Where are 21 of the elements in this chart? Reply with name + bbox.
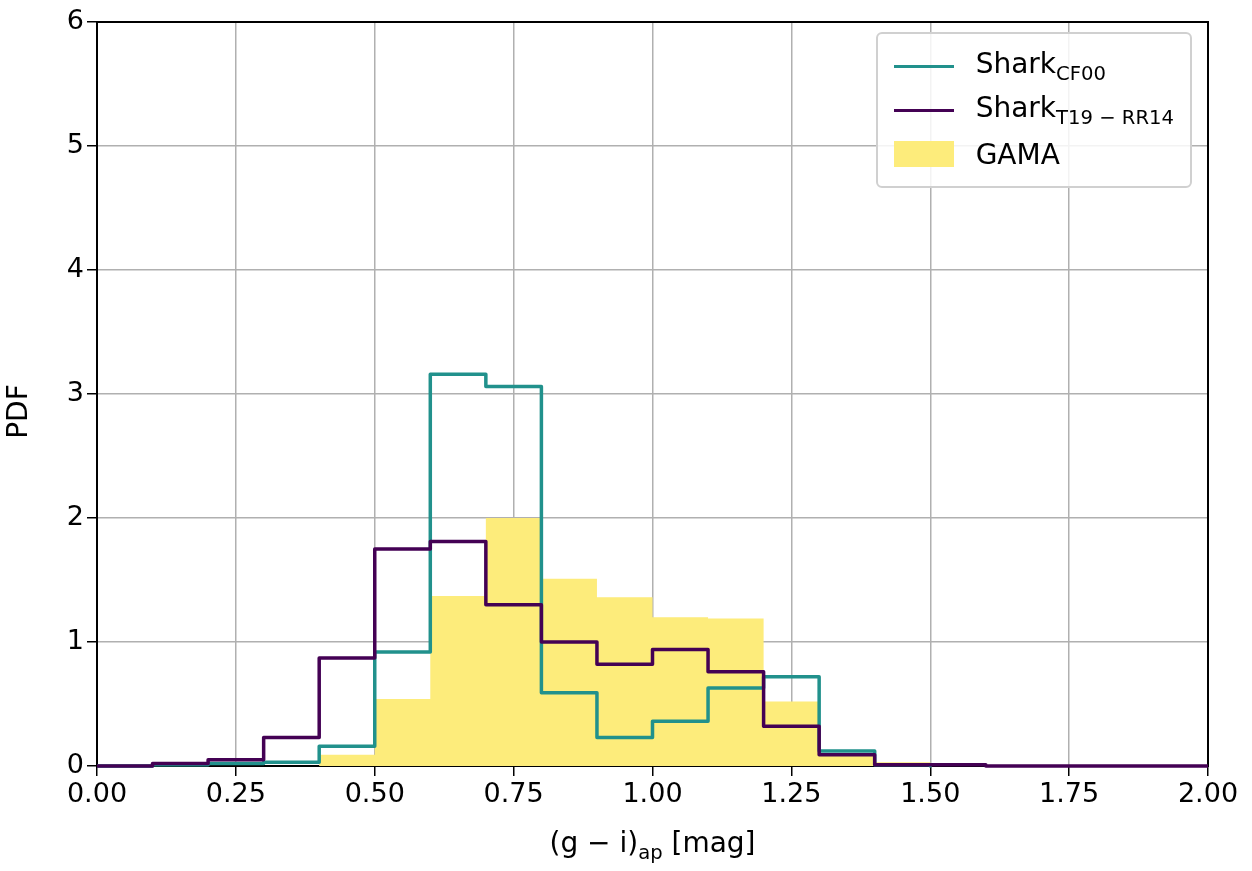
x-tick-label: 1.25 xyxy=(761,777,822,809)
legend-label: Shark$_{T19 − RR14}$ xyxy=(975,91,1174,129)
x-tick-label: 0.25 xyxy=(205,777,266,809)
y-tick-label: 0 xyxy=(66,748,84,780)
x-tick-label: 1.50 xyxy=(900,777,961,809)
x-tick-label: 0.75 xyxy=(483,777,544,809)
y-tick-label: 6 xyxy=(66,4,84,36)
y-tick-label: 1 xyxy=(66,624,84,656)
y-axis-title: PDF xyxy=(0,384,34,439)
x-tick-label: 1.00 xyxy=(622,777,683,809)
y-tick-label: 3 xyxy=(66,376,84,408)
x-tick-label: 1.75 xyxy=(1039,777,1100,809)
y-tick-label: 2 xyxy=(66,500,84,532)
y-tick-label: 5 xyxy=(66,128,84,160)
x-tick-label: 2.00 xyxy=(1177,777,1239,809)
x-tick-label: 0.50 xyxy=(344,777,405,809)
x-axis-title: (g − i)$_{ap}$ [mag] xyxy=(548,826,757,864)
x-tick-label: 0.00 xyxy=(66,777,128,809)
y-tick-label: 4 xyxy=(66,252,84,284)
legend-label: Shark$_{CF00}$ xyxy=(975,47,1106,85)
legend-label: GAMA xyxy=(975,137,1060,171)
